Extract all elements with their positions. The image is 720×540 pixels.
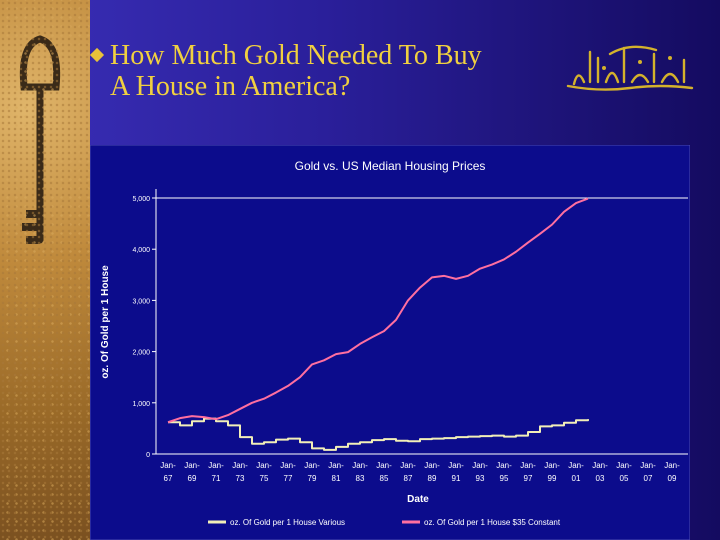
chart-background [90,145,690,540]
series-line-various [168,417,589,451]
series-line-constant [167,197,589,424]
slide-title: How Much Gold Needed To Buy A House in A… [110,40,550,102]
x-tick-label-top: Jan- [544,461,560,470]
title-bullet [89,47,105,63]
x-tick-label-top: Jan- [448,461,464,470]
y-tick-label: 2,000 [132,350,150,357]
x-tick-label-bottom: 93 [476,474,485,483]
x-tick-label-bottom: 81 [332,474,341,483]
legend-label-various: oz. Of Gold per 1 House Various [230,518,345,527]
x-tick-label-bottom: 89 [428,474,437,483]
y-axis-label: oz. Of Gold per 1 House [100,265,111,379]
x-tick-label-top: Jan- [232,461,248,470]
y-tick-label: 4,000 [132,247,150,254]
x-tick-label-bottom: 69 [188,474,197,483]
arabic-calligraphy-emblem [566,45,694,91]
x-tick-label-bottom: 95 [500,474,509,483]
left-decorative-strip [0,0,90,540]
x-tick-label-bottom: 91 [452,474,461,483]
x-tick-label-top: Jan- [664,461,680,470]
x-tick-label-top: Jan- [304,461,320,470]
key-image [19,35,61,244]
x-tick-label-bottom: 85 [380,474,389,483]
gold-housing-chart: Gold vs. US Median Housing Prices 0 1,000… [90,145,690,540]
x-tick-label-bottom: 01 [572,474,581,483]
x-tick-label-top: Jan- [592,461,608,470]
x-tick-label-bottom: 97 [524,474,533,483]
slide-title-line1: How Much Gold Needed To Buy [110,40,482,71]
x-tick-label-top: Jan- [568,461,584,470]
x-tick-label-top: Jan- [328,461,344,470]
x-tick-label-top: Jan- [352,461,368,470]
x-tick-label-bottom: 09 [668,474,677,483]
x-tick-label-bottom: 75 [260,474,269,483]
x-tick-label-top: Jan- [496,461,512,470]
x-tick-label-top: Jan- [424,461,440,470]
y-tick-label: 1,000 [132,401,150,408]
y-tick-label: 0 [146,452,150,459]
y-tick-label: 5,000 [132,196,150,203]
x-tick-label-top: Jan- [616,461,632,470]
legend-label-constant: oz. Of Gold per 1 House $35 Constant [424,518,561,527]
slide-title-line2: A House in America? [110,71,351,102]
x-tick-label-bottom: 83 [356,474,365,483]
x-tick-label-bottom: 73 [236,474,245,483]
chart-panel: Gold vs. US Median Housing Prices 0 1,000… [90,145,690,540]
x-tick-label-bottom: 07 [644,474,653,483]
chart-title: Gold vs. US Median Housing Prices [295,159,486,173]
x-tick-label-bottom: 79 [308,474,317,483]
x-tick-label-top: Jan- [520,461,536,470]
x-tick-label-top: Jan- [280,461,296,470]
x-tick-label-bottom: 87 [404,474,413,483]
x-tick-label-top: Jan- [376,461,392,470]
x-axis-label: Date [407,494,429,505]
x-tick-label-bottom: 99 [548,474,557,483]
x-tick-label-top: Jan- [400,461,416,470]
x-tick-label-bottom: 05 [620,474,629,483]
x-tick-label-top: Jan- [472,461,488,470]
x-tick-label-top: Jan- [208,461,224,470]
x-tick-label-top: Jan- [256,461,272,470]
x-tick-label-bottom: 67 [164,474,173,483]
x-tick-label-bottom: 77 [284,474,293,483]
y-tick-label: 3,000 [132,298,150,305]
x-tick-label-top: Jan- [640,461,656,470]
x-tick-label-top: Jan- [160,461,176,470]
x-tick-label-top: Jan- [184,461,200,470]
x-tick-label-bottom: 03 [596,474,605,483]
x-tick-label-bottom: 71 [212,474,221,483]
